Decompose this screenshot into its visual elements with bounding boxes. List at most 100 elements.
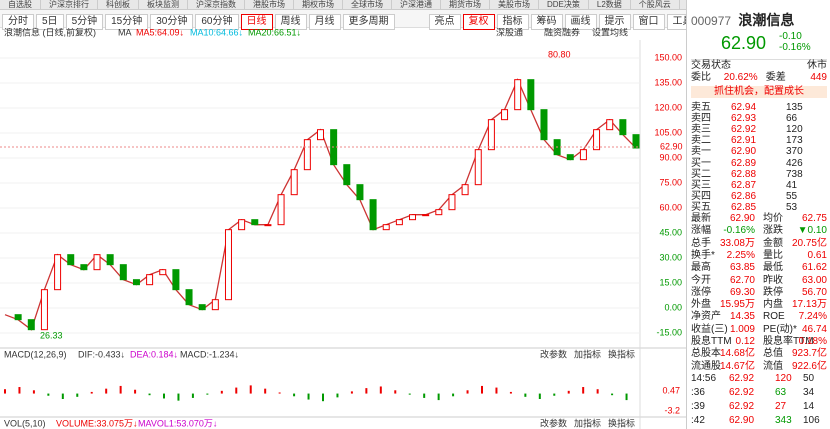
vol-header: VOL(5,10) <box>4 418 46 428</box>
price: 62.90 <box>721 33 767 53</box>
tool-tab[interactable]: 筹码 <box>530 14 563 30</box>
stat-row: 收益(三) 1.009 PE(动)* 46.74 <box>691 324 827 336</box>
stat-value: 14.68亿 <box>719 348 755 360</box>
stat-label: 流值 <box>763 360 783 372</box>
indicator-button[interactable]: 改参数 <box>540 417 567 428</box>
trade-cell: 120 <box>775 373 792 384</box>
period-tab[interactable]: 30分钟 <box>150 14 194 30</box>
spacer <box>397 10 427 24</box>
ma10: MA10:64.66↓ <box>190 28 243 37</box>
stat-value: 922.6亿 <box>791 360 827 372</box>
indicator-button[interactable]: 改参数 <box>540 348 567 359</box>
ma20: MA20:66.51↓ <box>248 28 301 37</box>
tool-tab[interactable]: 指标 <box>496 14 529 30</box>
cell: 135 <box>786 102 803 113</box>
candle <box>435 209 443 216</box>
chart-link[interactable]: 融资融券 <box>544 28 580 37</box>
chart-link[interactable]: 深股通 <box>496 28 523 37</box>
nav-item[interactable]: 期权市场 <box>294 0 343 9</box>
tool-tab[interactable]: 窗口 <box>632 14 665 30</box>
cell: 62.92 <box>731 124 757 135</box>
stat-value: 0.61 <box>807 249 827 261</box>
period-tab[interactable]: 更多周期 <box>342 14 395 30</box>
stat-value: 69.30 <box>729 286 755 298</box>
trade-cell: 62.92 <box>729 373 755 384</box>
cell: 41 <box>786 180 798 191</box>
cell: 55 <box>786 191 798 202</box>
stat-value: 7.24% <box>798 311 827 323</box>
period-tab[interactable]: 月线 <box>308 14 341 30</box>
stat-value: 46.74 <box>801 323 827 335</box>
trade-cell: 27 <box>775 401 787 412</box>
nav-item[interactable]: 沪深京指数 <box>188 0 245 9</box>
period-tab[interactable]: 60分钟 <box>195 14 239 30</box>
stat-label: 涨幅 <box>691 225 711 237</box>
tool-tab[interactable]: 复权 <box>462 14 495 30</box>
stat-value: 15.95万 <box>719 299 755 311</box>
nav-item[interactable]: 美股市场 <box>490 0 539 9</box>
macd-value: MACD:-1.234↓ <box>180 349 239 359</box>
stat-value: 33.08万 <box>719 237 755 249</box>
stat-label: 总值 <box>763 348 783 360</box>
candle <box>146 274 154 286</box>
stat-value: 0.12 <box>735 336 755 347</box>
stat-label: ROE <box>763 311 785 323</box>
candle <box>106 254 114 266</box>
cell: 62.85 <box>731 202 757 213</box>
nav-item[interactable]: 期货市场 <box>441 0 490 9</box>
period-tab[interactable]: 15分钟 <box>105 14 149 30</box>
indicator-button[interactable]: 换指标 <box>608 348 635 359</box>
cell: 62.87 <box>731 180 757 191</box>
nav-item[interactable]: 自选股 <box>0 0 41 9</box>
indicator-button[interactable]: 加指标 <box>574 348 601 359</box>
nav-item[interactable]: 板块监测 <box>139 0 188 9</box>
period-tab[interactable]: 分时 <box>2 14 34 30</box>
cell: 卖一 <box>691 146 711 157</box>
period-tab[interactable]: 周线 <box>274 14 307 30</box>
nav-item[interactable]: DDE决策 <box>539 0 589 9</box>
stat-label: PE(动)* <box>763 323 797 335</box>
nav-item[interactable]: 沪深京排行 <box>41 0 98 9</box>
stat-row: 涨幅 -0.16% 涨跌 ▼0.10 <box>691 225 827 237</box>
candle <box>198 304 206 311</box>
y-tick-label: 30.00 <box>659 252 682 262</box>
cell: 62.91 <box>731 135 757 146</box>
stat-row: 总手 33.08万 金额 20.75亿 <box>691 238 827 250</box>
macd-tick-label: -3.2 <box>664 405 680 415</box>
period-tab[interactable]: 5日 <box>36 14 64 30</box>
tool-tab[interactable]: 亮点 <box>428 14 461 30</box>
cell: 卖五 <box>691 102 711 113</box>
stat-value: 62.90 <box>729 213 755 224</box>
quote-panel: 000977 浪潮信息 62.90 -0.10 -0.16% 交易状态 休市 委比… <box>686 0 830 429</box>
nav-item[interactable]: 港股市场 <box>245 0 294 9</box>
nav-item[interactable]: 沪深港通 <box>392 0 441 9</box>
cell: 买五 <box>691 202 711 213</box>
tool-tab[interactable]: 画线 <box>564 14 597 30</box>
nav-item[interactable]: 科创板 <box>98 0 139 9</box>
nav-item[interactable]: L2数据 <box>589 0 631 9</box>
nav-item[interactable]: 个股风云 <box>631 0 680 9</box>
candle <box>356 184 364 201</box>
weicha: 449 <box>810 72 827 83</box>
bid-row: 买三 62.87 41 <box>691 180 827 192</box>
candle <box>14 314 22 321</box>
indicator-button[interactable]: 加指标 <box>574 417 601 428</box>
period-tab[interactable]: 5分钟 <box>65 14 104 30</box>
candle <box>224 229 232 301</box>
period-tab[interactable]: 日线 <box>240 14 273 30</box>
cell: 卖四 <box>691 113 711 124</box>
candle <box>448 194 456 211</box>
stat-label: 最新 <box>691 213 711 224</box>
ad-banner[interactable]: 抓住机会，配置成长 <box>691 86 827 98</box>
macd-dea: DEA:0.184↓ <box>130 349 178 359</box>
chart-link[interactable]: 设置均线 <box>592 28 628 37</box>
weibi: 20.62% <box>723 72 758 83</box>
tool-tab[interactable]: 提示 <box>598 14 631 30</box>
nav-item[interactable]: 全球市场 <box>343 0 392 9</box>
macd-tick-label: 0.47 <box>662 385 680 395</box>
macd-header: MACD(12,26,9) <box>4 349 67 359</box>
trade-cell: 50 <box>803 373 815 384</box>
indicator-button[interactable]: 换指标 <box>608 417 635 428</box>
cell: 卖二 <box>691 135 711 146</box>
